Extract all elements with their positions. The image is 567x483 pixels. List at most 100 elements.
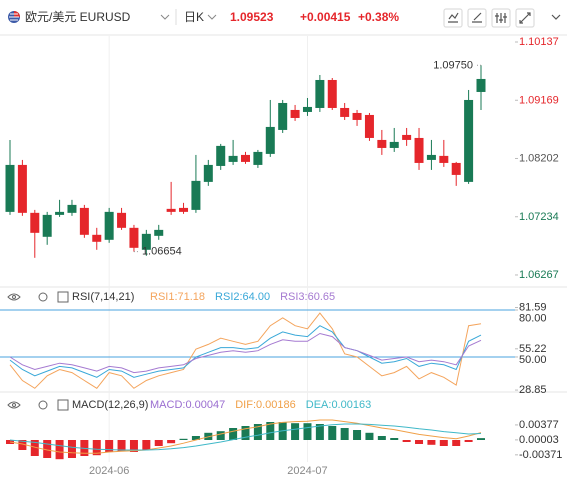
macd-bar xyxy=(67,440,76,458)
candle-body xyxy=(67,204,77,213)
indicator-title: MACD(12,26,9) xyxy=(72,399,148,411)
candle-body xyxy=(278,102,288,130)
candle-body xyxy=(141,233,151,250)
symbol[interactable]: 欧元/美元 EURUSD xyxy=(25,10,131,24)
flag-icon xyxy=(8,11,20,23)
macd-bar xyxy=(464,440,473,442)
macd-bar xyxy=(92,440,101,456)
candle-body xyxy=(117,212,127,228)
candle-body xyxy=(451,162,461,175)
macd-bar xyxy=(303,423,312,440)
macd-bar xyxy=(315,424,324,440)
macd-bar xyxy=(142,440,151,450)
candle-body xyxy=(179,207,189,212)
macd-bar xyxy=(439,440,448,446)
y-tick-label: 0.00003 xyxy=(519,434,559,446)
y-tick-label: 1.07234 xyxy=(519,211,559,223)
candle-body xyxy=(104,211,114,240)
macd-bar xyxy=(117,440,126,452)
macd-line xyxy=(9,419,482,454)
candle-body xyxy=(17,164,27,213)
legend-entry: DEA:0.00163 xyxy=(306,399,371,411)
rsi-line xyxy=(9,312,482,389)
y-tick-label: 28.85 xyxy=(519,384,547,396)
legend-entry: RSI1:71.18 xyxy=(150,291,205,303)
y-tick-label: 0.00377 xyxy=(519,419,559,431)
macd-bar xyxy=(191,436,200,440)
macd-bar xyxy=(167,440,176,444)
period-dropdown[interactable] xyxy=(207,14,217,20)
y-tick-label: 55.22 xyxy=(519,343,547,355)
x-tick-label: 2024-06 xyxy=(89,465,129,477)
candle-body xyxy=(154,229,164,236)
macd-bar xyxy=(291,423,300,440)
macd-bar xyxy=(154,440,163,446)
candle-body xyxy=(253,151,263,165)
candle-body xyxy=(352,112,362,120)
candle-body xyxy=(426,154,436,160)
gear-icon[interactable] xyxy=(38,400,48,410)
candle-body xyxy=(439,155,449,163)
y-tick-label: 1.09169 xyxy=(519,94,559,106)
macd-bar xyxy=(229,428,238,440)
toolbar xyxy=(443,8,561,28)
candle-body xyxy=(340,107,350,117)
candle-body xyxy=(389,141,399,148)
expand-icon[interactable] xyxy=(57,291,69,303)
y-tick-label: -0.00371 xyxy=(519,449,562,461)
macd-bar xyxy=(43,440,52,458)
price: 1.09523 xyxy=(230,10,274,24)
macd-bar xyxy=(216,431,225,440)
candle-body xyxy=(129,227,139,248)
annotation: 1.06654 xyxy=(142,246,182,258)
eye-icon[interactable] xyxy=(7,293,21,301)
candle-body xyxy=(228,155,238,162)
tool-button[interactable] xyxy=(467,8,487,28)
candle-body xyxy=(315,79,325,108)
y-tick-label: 1.08202 xyxy=(519,152,559,164)
tool-button[interactable] xyxy=(515,8,535,28)
symbol-dropdown[interactable] xyxy=(160,14,170,20)
candle-body xyxy=(5,164,15,212)
candle-body xyxy=(216,145,226,166)
candle-body xyxy=(464,99,474,182)
macd-bar xyxy=(477,438,485,440)
expand-icon[interactable] xyxy=(57,399,69,411)
y-tick-label: 1.06267 xyxy=(519,269,559,281)
x-tick-label: 2024-07 xyxy=(287,465,327,477)
candle-body xyxy=(290,109,300,118)
macd-bar xyxy=(179,438,188,440)
macd-bar xyxy=(377,436,386,440)
macd-bar xyxy=(241,426,250,440)
macd-bar xyxy=(30,440,39,456)
macd-bar xyxy=(105,440,114,452)
candle-body xyxy=(191,180,201,210)
collapse-button[interactable] xyxy=(551,14,561,20)
candle-body xyxy=(265,126,275,154)
macd-bar xyxy=(129,440,138,452)
candle-body xyxy=(79,207,89,235)
y-tick-label: 80.00 xyxy=(519,313,547,325)
macd-bar xyxy=(353,430,362,440)
macd-bar xyxy=(328,426,337,440)
period[interactable]: 日K xyxy=(184,10,204,24)
macd-line xyxy=(9,423,482,451)
indicator-title: RSI(7,14,21) xyxy=(72,291,134,303)
macd-bar xyxy=(253,424,262,440)
candle-body xyxy=(364,114,374,138)
tool-button[interactable] xyxy=(491,8,511,28)
eye-icon[interactable] xyxy=(7,401,21,409)
macd-bar xyxy=(427,440,436,445)
rsi-line xyxy=(9,325,482,378)
legend-entry: MACD:0.00047 xyxy=(150,399,225,411)
change: +0.00415 xyxy=(300,10,351,24)
gear-icon[interactable] xyxy=(38,292,48,302)
candle-body xyxy=(55,211,65,215)
tool-button[interactable] xyxy=(443,8,463,28)
macd-bar xyxy=(390,438,399,440)
macd-header-icons xyxy=(7,399,69,411)
candle-body xyxy=(241,154,250,162)
legend-entry: RSI3:60.65 xyxy=(280,291,335,303)
macd-bar xyxy=(18,440,27,450)
